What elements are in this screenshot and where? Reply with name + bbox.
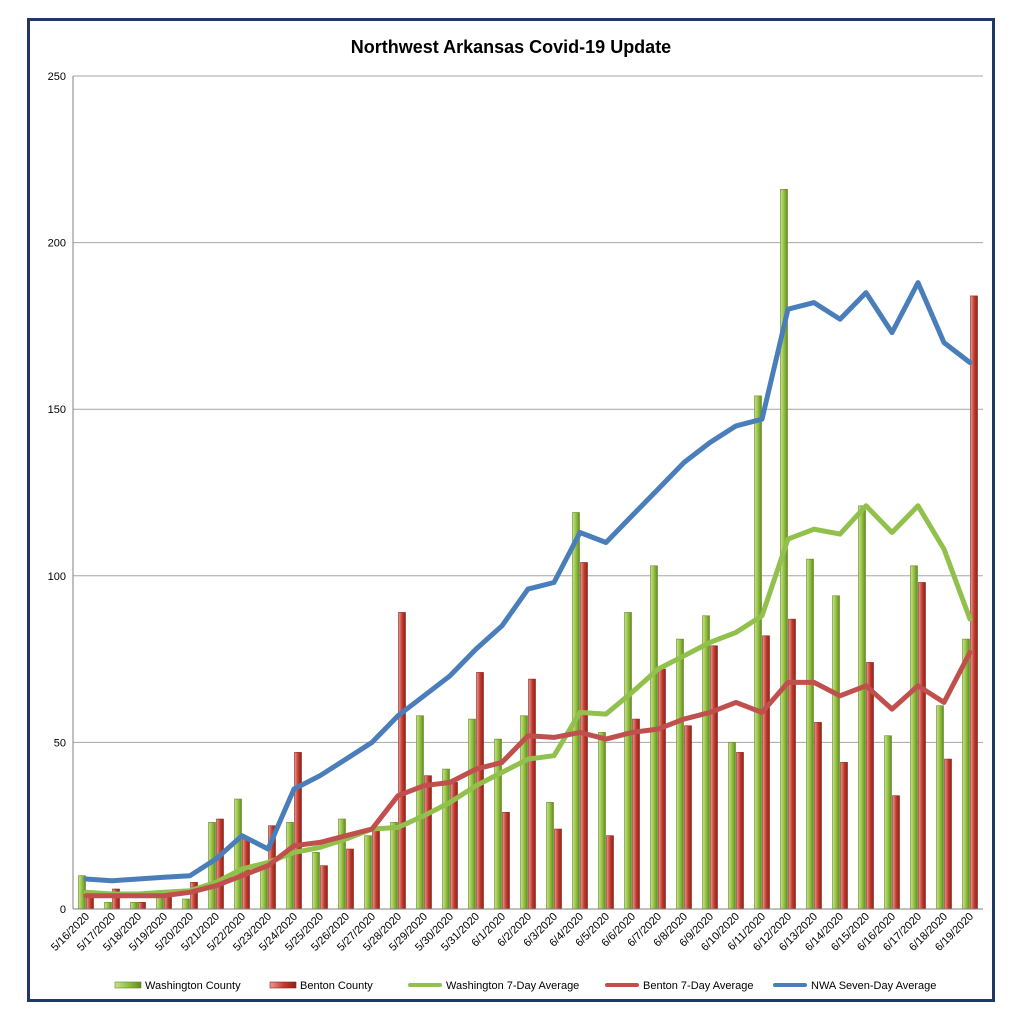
bar-washington-county [286,822,294,910]
bar-washington-county [182,898,190,910]
bar-benton-county [372,828,380,910]
series-lines [83,280,973,899]
bar-benton-county [424,775,432,910]
y-axis-ticks: 0 50 100 150 200 250 [48,71,66,916]
legend-swatch [114,981,142,989]
bar-benton-county [944,758,952,910]
bar-washington-county [858,505,866,910]
bar-benton-county [814,722,822,910]
bar-washington-county [884,735,892,910]
bar-washington-county [468,718,476,910]
legend-entry: Washington 7-Day Average [446,980,579,992]
bar-washington-county [104,902,112,910]
chart-title: Northwest Arkansas Covid-19 Update [350,37,672,57]
bar-benton-county [736,752,744,910]
line-washington-7-day-average [83,503,973,897]
bar-washington-county [728,742,736,910]
bar-washington-county [624,612,632,910]
bar-washington-county [442,768,450,910]
bar-washington-county [416,715,424,910]
legend: Washington County Benton County Washington… [114,980,936,992]
bar-washington-county [806,558,814,910]
bar-benton-county [866,662,874,910]
bar-washington-county [676,638,684,910]
bar-washington-county [650,565,658,910]
bar-washington-county [832,595,840,910]
y-tick-label: 100 [48,571,66,583]
legend-swatch [269,981,297,989]
bar-washington-county [936,705,944,910]
bar-benton-county [918,582,926,910]
axes [72,76,983,910]
legend-entry: Washington County [145,980,241,992]
bar-washington-county [702,615,710,910]
bar-benton-county [892,795,900,910]
line-benton-7-day-average [83,649,973,899]
bar-washington-county [364,835,372,910]
y-tick-label: 50 [54,737,66,749]
bar-benton-county [554,828,562,910]
bar-benton-county [606,835,614,910]
chart-frame: Northwest Arkansas Covid-19 Update 0 50 10… [27,18,995,1002]
bar-benton-county [528,678,536,910]
legend-entry: Benton 7-Day Average [643,980,753,992]
legend-entry: NWA Seven-Day Average [811,980,936,992]
bar-benton-county [840,762,848,910]
bar-washington-county [234,798,242,910]
bar-washington-county [390,822,398,910]
y-tick-label: 250 [48,71,66,83]
bar-washington-county [754,395,762,910]
bar-benton-county [762,635,770,910]
bar-benton-county [346,848,354,910]
bar-benton-county [294,752,302,910]
chart-plot: 0 50 100 150 200 250 5/16/20205/17/20205/18/2… [48,71,983,992]
line-nwa-seven-day-average [83,280,973,884]
bar-washington-county [546,802,554,910]
bar-benton-county [398,612,406,910]
bar-washington-county [910,565,918,910]
legend-entry: Benton County [300,980,373,992]
y-tick-label: 200 [48,238,66,250]
bar-washington-county [338,818,346,910]
x-axis-ticks: 5/16/20205/17/20205/18/20205/19/20205/20… [49,911,976,954]
bar-benton-county [138,902,146,910]
bar-benton-county [710,645,718,910]
y-tick-label: 150 [48,404,66,416]
bar-benton-county [632,718,640,910]
bar-benton-county [658,668,666,910]
bar-washington-county [130,902,138,910]
bar-benton-county [970,295,978,910]
gridlines [73,75,983,743]
bar-benton-county [788,618,796,910]
y-tick-label: 0 [60,904,66,916]
bar-washington-county [598,732,606,910]
bar-benton-county [320,865,328,910]
bar-benton-county [216,818,224,910]
bar-benton-county [502,812,510,910]
bar-washington-county [962,638,970,910]
bar-washington-county [312,852,320,910]
bars [78,188,978,910]
bar-benton-county [476,672,484,910]
bar-benton-county [684,725,692,910]
